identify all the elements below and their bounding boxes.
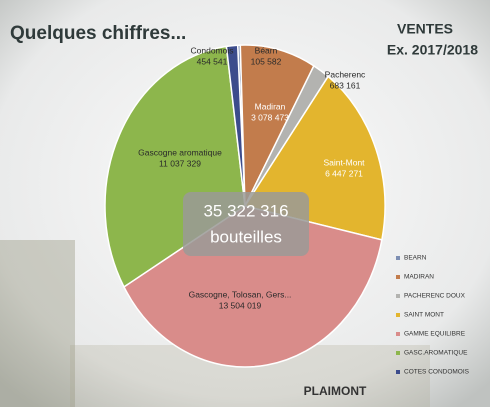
- legend-swatch: [396, 313, 400, 317]
- slice-label: Madiran: [255, 101, 286, 111]
- legend-label: SAINT MONT: [404, 312, 444, 319]
- slice-label: Saint-Mont: [323, 157, 365, 167]
- legend-swatch: [396, 351, 400, 355]
- legend-label: GAMME EQUILIBRE: [404, 331, 466, 338]
- value-label: 11 037 329: [159, 158, 201, 168]
- legend-swatch: [396, 332, 400, 336]
- value-label: 105 582: [251, 56, 282, 66]
- center-total: 35 322 316: [203, 201, 288, 220]
- photo-decoration: [0, 240, 75, 407]
- slice-label: Condomois: [191, 45, 234, 55]
- legend-label: PACHERENC DOUX: [404, 293, 466, 300]
- slice-label: Gascogne aromatique: [138, 147, 222, 157]
- legend-swatch: [396, 256, 400, 260]
- subtitle: VENTES: [397, 21, 453, 37]
- slice-label: Gascogne, Tolosan, Gers...: [189, 289, 292, 299]
- slice-label: Béarn: [255, 45, 278, 55]
- value-label: 3 078 473: [251, 112, 289, 122]
- legend-label: MADIRAN: [404, 274, 434, 281]
- legend-swatch: [396, 294, 400, 298]
- legend-swatch: [396, 275, 400, 279]
- title: Quelques chiffres...: [10, 23, 186, 44]
- brand: PLAIMONT: [304, 384, 367, 398]
- legend-label: GASC.AROMATIQUE: [404, 350, 468, 357]
- value-label: 683 161: [330, 80, 361, 90]
- value-label: 13 504 019: [219, 300, 262, 310]
- slide: Quelques chiffres... VENTES Ex. 2017/201…: [0, 0, 490, 407]
- value-label: 6 447 271: [325, 168, 363, 178]
- slice-label: Pacherenc: [325, 69, 366, 79]
- subtitle: Ex. 2017/2018: [387, 42, 478, 58]
- center-unit: bouteilles: [210, 227, 282, 246]
- legend-swatch: [396, 370, 400, 374]
- legend-label: COTES CONDOMOIS: [404, 369, 470, 376]
- value-label: 454 541: [197, 56, 228, 66]
- legend-label: BEARN: [404, 255, 427, 262]
